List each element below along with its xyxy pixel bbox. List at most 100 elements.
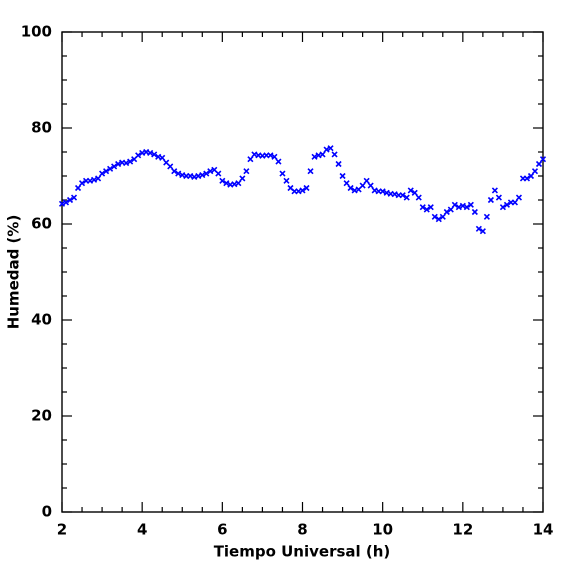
point xyxy=(199,171,206,179)
point xyxy=(223,180,230,187)
point xyxy=(399,192,406,199)
x-tick-label: 12 xyxy=(452,521,473,539)
point xyxy=(535,160,543,168)
point xyxy=(483,213,490,220)
point xyxy=(439,213,446,220)
point xyxy=(539,156,547,163)
point xyxy=(427,204,434,211)
point xyxy=(303,184,310,192)
point xyxy=(447,206,454,213)
point xyxy=(487,196,494,204)
point xyxy=(403,194,410,201)
y-tick-label: 100 xyxy=(21,23,52,41)
point xyxy=(62,199,70,206)
point xyxy=(363,177,370,184)
point xyxy=(435,216,442,223)
point xyxy=(235,180,242,187)
point xyxy=(103,168,110,175)
point xyxy=(167,163,174,170)
x-tick-label: 6 xyxy=(217,521,227,539)
y-tick-label: 80 xyxy=(31,119,52,137)
point xyxy=(327,145,334,152)
point xyxy=(283,177,290,184)
point xyxy=(171,168,178,175)
point xyxy=(58,200,66,207)
point xyxy=(459,202,466,209)
x-tick-label: 8 xyxy=(297,521,307,539)
point xyxy=(135,152,142,159)
point xyxy=(203,170,210,177)
y-tick-label: 20 xyxy=(31,407,52,425)
point xyxy=(499,204,506,211)
point xyxy=(379,188,386,195)
plot-frame xyxy=(61,31,544,513)
point xyxy=(359,182,366,189)
point xyxy=(215,170,222,177)
point xyxy=(78,180,86,187)
point xyxy=(107,165,114,172)
point xyxy=(479,228,486,235)
point xyxy=(267,152,274,159)
x-tick-label: 14 xyxy=(533,521,554,539)
point xyxy=(471,208,478,216)
point xyxy=(115,160,122,168)
point xyxy=(299,187,306,194)
point xyxy=(151,151,158,158)
point xyxy=(411,189,418,196)
point xyxy=(323,146,330,153)
y-tick-label: 40 xyxy=(31,311,52,329)
point xyxy=(515,194,523,201)
point xyxy=(523,175,531,182)
point xyxy=(451,201,458,208)
y-tick-label: 60 xyxy=(31,215,52,233)
point xyxy=(467,201,474,208)
y-tick-label: 0 xyxy=(42,503,52,521)
point xyxy=(319,151,326,158)
point xyxy=(159,154,166,161)
point xyxy=(219,177,226,184)
point xyxy=(495,194,502,201)
point xyxy=(407,187,414,194)
point xyxy=(74,184,82,192)
point xyxy=(531,168,539,175)
point xyxy=(475,225,482,232)
point xyxy=(247,156,254,163)
point xyxy=(70,194,78,201)
point xyxy=(423,206,430,213)
point xyxy=(491,187,498,194)
y-axis-label: Humedad (%) xyxy=(5,215,23,330)
point xyxy=(279,170,286,177)
point xyxy=(455,204,462,211)
point xyxy=(99,170,106,177)
point xyxy=(123,159,130,167)
x-tick-label: 2 xyxy=(57,521,67,539)
point xyxy=(243,168,250,175)
point xyxy=(331,151,338,158)
point xyxy=(339,172,346,180)
x-tick-label: 4 xyxy=(137,521,147,539)
point xyxy=(527,172,535,180)
point xyxy=(443,208,450,216)
point xyxy=(415,194,422,201)
point xyxy=(431,213,438,220)
point xyxy=(271,153,278,160)
point xyxy=(147,149,154,157)
point xyxy=(511,199,519,206)
point xyxy=(419,204,426,211)
point xyxy=(367,182,374,189)
point xyxy=(207,168,214,175)
point xyxy=(239,175,246,182)
point xyxy=(335,160,342,168)
point xyxy=(503,201,510,208)
point xyxy=(307,168,314,175)
x-tick-label: 10 xyxy=(372,521,393,539)
point xyxy=(175,170,182,177)
point xyxy=(347,184,354,192)
point xyxy=(66,196,74,204)
point xyxy=(311,153,318,160)
point xyxy=(343,180,350,187)
point xyxy=(127,158,134,165)
point xyxy=(111,163,118,170)
point xyxy=(463,204,470,211)
